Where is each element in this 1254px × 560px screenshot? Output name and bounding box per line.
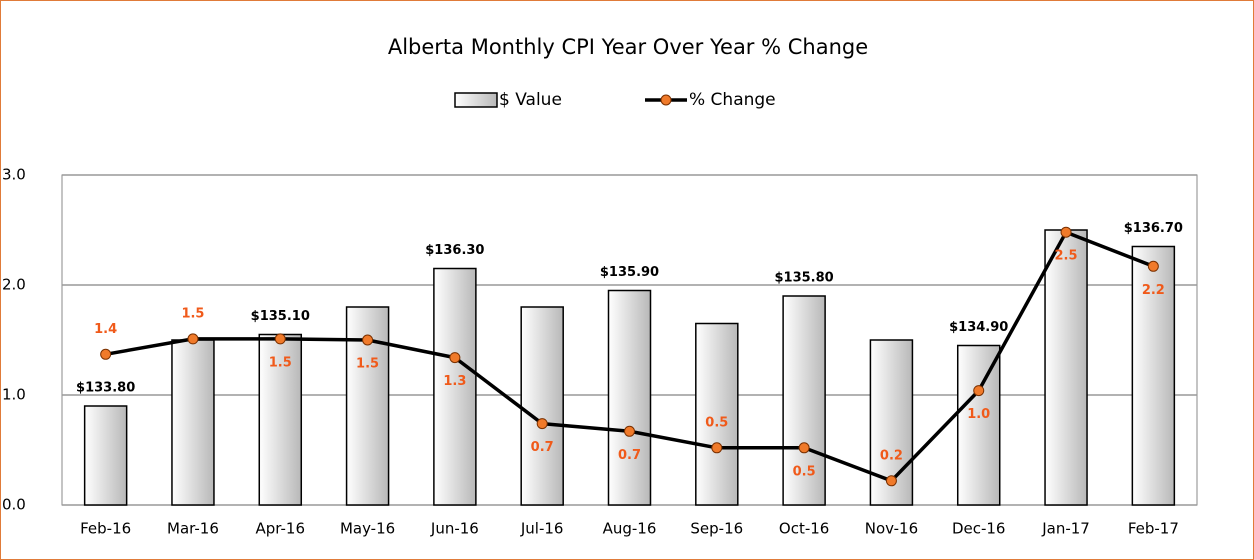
bar-value-label: $134.90 [949, 320, 1008, 335]
x-tick-label: Apr-16 [256, 520, 306, 538]
bar [433, 267, 477, 506]
line-value-label: 1.5 [356, 357, 379, 372]
line-value-label: 1.3 [443, 374, 466, 389]
line-value-label: 1.5 [269, 355, 292, 370]
bar [520, 306, 564, 506]
x-tick-label: May-16 [340, 520, 395, 538]
legend-label: % Change [689, 90, 776, 110]
bar-value-label: $133.80 [76, 381, 135, 396]
bar [695, 322, 739, 506]
line-marker [1060, 226, 1072, 238]
line-value-label: 1.0 [967, 407, 990, 422]
bar [258, 333, 303, 506]
line-marker [536, 418, 548, 430]
bar-value-label: $136.70 [1124, 221, 1183, 236]
bar-value-label: $135.80 [775, 271, 834, 286]
x-tick-label: Mar-16 [167, 520, 219, 538]
bar [956, 344, 1001, 506]
x-tick-label: Sep-16 [690, 520, 743, 538]
bar [782, 295, 826, 506]
line-marker [449, 352, 461, 364]
line-marker [274, 333, 286, 345]
line-marker [711, 442, 723, 454]
x-tick-label: Jun-16 [430, 520, 479, 538]
line-value-label: 0.5 [793, 464, 816, 479]
line-marker [187, 333, 199, 345]
line-value-label: 0.5 [705, 415, 728, 430]
bar-value-label: $136.30 [425, 243, 484, 258]
line-value-label: 2.5 [1055, 249, 1078, 264]
line-marker [885, 475, 897, 487]
line-value-label: 0.7 [531, 440, 554, 455]
bar [83, 405, 128, 506]
x-tick-label: Dec-16 [952, 520, 1006, 538]
line-marker [1147, 260, 1159, 272]
line-marker [100, 348, 112, 360]
line-marker [624, 425, 635, 437]
x-tick-label: Feb-16 [80, 520, 131, 538]
legend: $ Value % Change [454, 90, 776, 110]
chart-title: Alberta Monthly CPI Year Over Year % Cha… [388, 35, 868, 59]
line-value-label: 0.7 [618, 448, 641, 463]
y-tick-label: 3.0 [2, 166, 26, 184]
x-tick-label: Feb-17 [1128, 520, 1179, 538]
line-value-label: 2.2 [1142, 283, 1165, 298]
line-marker [798, 442, 810, 454]
line-value-label: 1.5 [181, 306, 204, 321]
line-marker [973, 385, 985, 397]
bar-value-label: $135.10 [251, 309, 310, 324]
x-tick-label: Nov-16 [865, 520, 918, 538]
y-tick-label: 1.0 [2, 386, 26, 404]
y-tick-label: 2.0 [2, 276, 26, 294]
bar [1131, 245, 1176, 506]
bar [607, 289, 652, 506]
x-tick-label: Oct-16 [779, 520, 829, 538]
x-tick-label: Aug-16 [603, 520, 657, 538]
bar-value-label: $135.90 [600, 265, 659, 280]
bar [171, 339, 215, 506]
legend-label: $ Value [499, 90, 562, 110]
y-tick-label: 0.0 [2, 496, 26, 514]
legend-swatch [660, 94, 672, 106]
line-marker [362, 334, 374, 346]
line-value-label: 1.4 [94, 322, 117, 337]
legend-swatch [454, 92, 498, 108]
x-tick-label: Jan-17 [1041, 520, 1090, 538]
x-tick-label: Jul-16 [520, 520, 564, 538]
line-value-label: 0.2 [880, 448, 903, 463]
bar [1044, 229, 1088, 506]
